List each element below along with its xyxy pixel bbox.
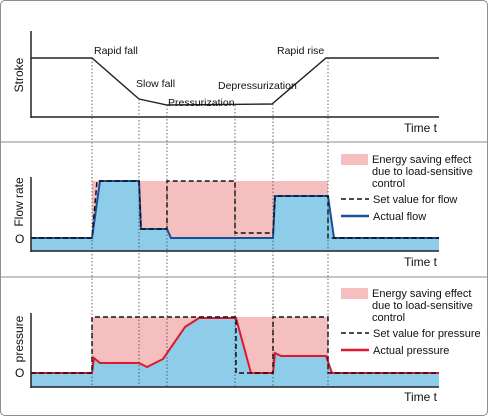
pressure-actual-line (31, 317, 439, 374)
phase-guides (91, 58, 329, 387)
pressure-zero-label: O (15, 366, 24, 380)
flow-actual-area (31, 181, 439, 251)
flow-legend-actual-label: Actual flow (373, 211, 426, 223)
flow-legend-saving-line1: Energy saving effect (372, 154, 471, 166)
stroke-ylabel: Stroke (12, 57, 26, 92)
pressure-legend-saving-line2: due to load-sensitive (372, 300, 473, 312)
flow-set-line (31, 180, 439, 239)
pressure-legend-saving-line1: Energy saving effect (372, 288, 471, 300)
flow-legend: Energy saving effect due to load-sensiti… (341, 154, 473, 223)
flow-zero-label: O (15, 232, 24, 246)
flow-legend-saving-line3: control (372, 178, 405, 190)
flow-legend-set-label: Set value for flow (373, 194, 457, 206)
annotation-slow-fall: Slow fall (136, 78, 175, 90)
pressure-panel: pressure O Time t Energy saving effect d… (12, 288, 481, 404)
flow-legend-saving-line2: due to load-sensitive (372, 166, 473, 178)
annotation-depressurization: Depressurization (218, 80, 297, 92)
annotation-rapid-rise: Rapid rise (277, 45, 324, 57)
flow-legend-saving-swatch (341, 154, 368, 165)
flow-actual-line (31, 180, 439, 239)
stroke-xlabel: Time t (404, 121, 438, 135)
stroke-panel: Stroke Time t Rapid fall Slow fall Press… (12, 31, 439, 135)
annotation-pressurization: Pressurization (168, 97, 235, 109)
pressure-actual-area (31, 318, 439, 387)
pressure-legend-actual-label: Actual pressure (373, 345, 449, 357)
flow-xlabel: Time t (404, 255, 438, 269)
annotation-rapid-fall: Rapid fall (94, 45, 138, 57)
pressure-ylabel: pressure (12, 315, 26, 362)
flow-panel: Flow rate O Time t Energy saving effect … (12, 154, 473, 269)
pressure-legend-saving-swatch (341, 288, 368, 299)
pressure-xlabel: Time t (404, 390, 438, 404)
pressure-legend-saving-line3: control (372, 312, 405, 324)
flow-ylabel: Flow rate (12, 177, 26, 227)
pressure-legend-set-label: Set value for pressure (373, 328, 481, 340)
pressure-legend: Energy saving effect due to load-sensiti… (341, 288, 481, 357)
